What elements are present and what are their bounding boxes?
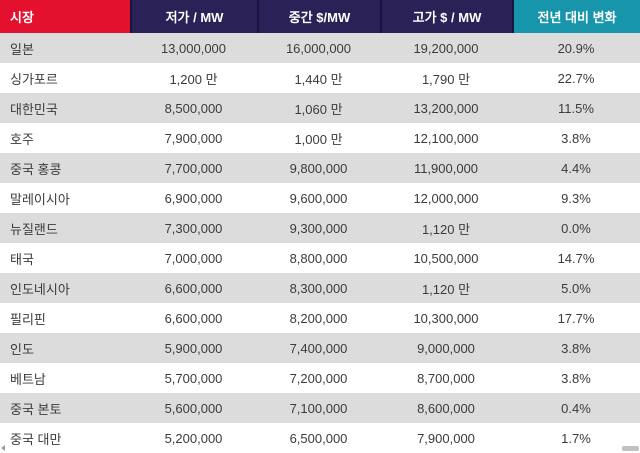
high-price-cell: 1,790 만 <box>421 71 471 87</box>
median-price-cell: 1,440 만 <box>294 71 343 87</box>
yoy-change-cell: 5.0% <box>561 280 591 296</box>
low-price-cell: 6,600,000 <box>164 310 223 326</box>
high-price-cell: 11,900,000 <box>413 160 479 176</box>
low-price-cell: 1,200 만 <box>169 71 218 87</box>
yoy-change-cell: 1.7% <box>561 430 591 446</box>
low-price-cell: 5,200,000 <box>164 430 223 446</box>
market-cell: 인도네시아 <box>10 281 70 297</box>
median-price-cell: 16,000,000 <box>285 40 352 56</box>
high-price-cell: 19,200,000 <box>413 40 479 56</box>
high-price-cell: 8,700,000 <box>417 370 475 386</box>
high-price-cell: 1,120 만 <box>421 281 471 297</box>
table-row[interactable]: 중국 본토 5,600,000 7,100,000 8,600,000 0.4% <box>0 393 640 423</box>
yoy-change-cell: 4.4% <box>561 160 591 176</box>
high-price-cell: 10,300,000 <box>413 310 479 326</box>
high-price-cell: 9,000,000 <box>417 340 475 356</box>
column-header-market[interactable]: 시장 <box>0 0 130 33</box>
market-cell: 인도 <box>10 341 34 357</box>
yoy-change-cell: 22.7% <box>557 70 595 86</box>
yoy-change-cell: 0.0% <box>561 220 591 236</box>
low-price-cell: 13,000,000 <box>160 40 227 56</box>
table-header-row: 시장 저가 / MW 중간 $/MW 고가 $ / MW 전년 대비 변화 <box>0 0 640 33</box>
column-header-yoy-change[interactable]: 전년 대비 변화 <box>512 0 640 33</box>
high-price-cell: 7,900,000 <box>417 430 475 446</box>
table-row[interactable]: 싱가포르 1,200 만 1,440 만 1,790 만 22.7% <box>0 63 640 93</box>
median-price-cell: 6,500,000 <box>289 430 348 446</box>
column-header-median-price[interactable]: 중간 $/MW <box>257 0 380 33</box>
table-row[interactable]: 중국 홍콩 7,700,000 9,800,000 11,900,000 4.4… <box>0 153 640 183</box>
market-cell: 일본 <box>10 41 34 57</box>
table-row[interactable]: 중국 대만 5,200,000 6,500,000 7,900,000 1.7% <box>0 423 640 453</box>
market-cell: 중국 본토 <box>10 401 62 417</box>
median-price-cell: 9,600,000 <box>289 190 348 206</box>
median-price-cell: 1,060 만 <box>294 101 343 117</box>
high-price-cell: 10,500,000 <box>413 250 479 266</box>
table-row[interactable]: 필리핀 6,600,000 8,200,000 10,300,000 17.7% <box>0 303 640 333</box>
column-header-high-price[interactable]: 고가 $ / MW <box>380 0 512 33</box>
median-price-cell: 7,400,000 <box>289 340 348 356</box>
high-price-cell: 1,120 만 <box>421 221 471 237</box>
table-body: 일본 13,000,000 16,000,000 19,200,000 20.9… <box>0 33 640 453</box>
table-row[interactable]: 베트남 5,700,000 7,200,000 8,700,000 3.8% <box>0 363 640 393</box>
table-row[interactable]: 인도 5,900,000 7,400,000 9,000,000 3.8% <box>0 333 640 363</box>
scroll-left-arrow-icon[interactable] <box>1 445 5 451</box>
yoy-change-cell: 3.8% <box>561 130 591 146</box>
median-price-cell: 8,800,000 <box>289 250 348 266</box>
low-price-cell: 7,000,000 <box>164 250 223 266</box>
yoy-change-cell: 11.5% <box>558 100 594 116</box>
low-price-cell: 7,700,000 <box>164 160 223 176</box>
table-row[interactable]: 태국 7,000,000 8,800,000 10,500,000 14.7% <box>0 243 640 273</box>
median-price-cell: 9,300,000 <box>289 220 348 236</box>
market-cell: 싱가포르 <box>10 71 58 87</box>
yoy-change-cell: 9.3% <box>561 190 591 206</box>
scrollbar-thumb[interactable] <box>622 446 639 451</box>
market-cell: 말레이시아 <box>10 191 70 207</box>
horizontal-scrollbar[interactable] <box>0 445 640 453</box>
table-row[interactable]: 호주 7,900,000 1,000 만 12,100,000 3.8% <box>0 123 640 153</box>
median-price-cell: 9,800,000 <box>289 160 348 176</box>
table-row[interactable]: 일본 13,000,000 16,000,000 19,200,000 20.9… <box>0 33 640 63</box>
high-price-cell: 8,600,000 <box>417 400 475 416</box>
median-price-cell: 8,200,000 <box>289 310 348 326</box>
market-cell: 중국 홍콩 <box>10 161 62 177</box>
high-price-cell: 13,200,000 <box>413 100 479 116</box>
table-row[interactable]: 대한민국 8,500,000 1,060 만 13,200,000 11.5% <box>0 93 640 123</box>
low-price-cell: 6,900,000 <box>164 190 223 206</box>
low-price-cell: 5,900,000 <box>164 340 223 356</box>
low-price-cell: 5,600,000 <box>164 400 223 416</box>
high-price-cell: 12,000,000 <box>413 190 479 206</box>
yoy-change-cell: 3.8% <box>561 340 591 356</box>
low-price-cell: 8,500,000 <box>164 100 223 116</box>
yoy-change-cell: 20.9% <box>557 40 595 56</box>
low-price-cell: 6,600,000 <box>164 280 223 296</box>
low-price-cell: 7,300,000 <box>164 220 223 236</box>
yoy-change-cell: 14.7% <box>557 250 595 266</box>
table-row[interactable]: 말레이시아 6,900,000 9,600,000 12,000,000 9.3… <box>0 183 640 213</box>
table-row[interactable]: 인도네시아 6,600,000 8,300,000 1,120 만 5.0% <box>0 273 640 303</box>
low-price-cell: 7,900,000 <box>164 130 223 146</box>
low-price-cell: 5,700,000 <box>164 370 223 386</box>
table-row[interactable]: 뉴질랜드 7,300,000 9,300,000 1,120 만 0.0% <box>0 213 640 243</box>
yoy-change-cell: 0.4% <box>561 400 591 416</box>
market-cell: 대한민국 <box>10 101 58 117</box>
median-price-cell: 8,300,000 <box>289 280 348 296</box>
median-price-cell: 7,200,000 <box>289 370 348 386</box>
market-cell: 필리핀 <box>10 311 46 327</box>
yoy-change-cell: 17.7% <box>557 310 595 326</box>
median-price-cell: 1,000 만 <box>294 131 343 147</box>
market-cell: 베트남 <box>10 371 46 387</box>
yoy-change-cell: 3.8% <box>561 370 591 386</box>
high-price-cell: 12,100,000 <box>413 130 479 146</box>
column-header-low-price[interactable]: 저가 / MW <box>130 0 257 33</box>
market-cell: 뉴질랜드 <box>10 221 58 237</box>
market-cell: 호주 <box>10 131 34 147</box>
market-cell: 태국 <box>10 251 34 267</box>
median-price-cell: 7,100,000 <box>289 400 348 416</box>
market-cell: 중국 대만 <box>10 431 62 447</box>
